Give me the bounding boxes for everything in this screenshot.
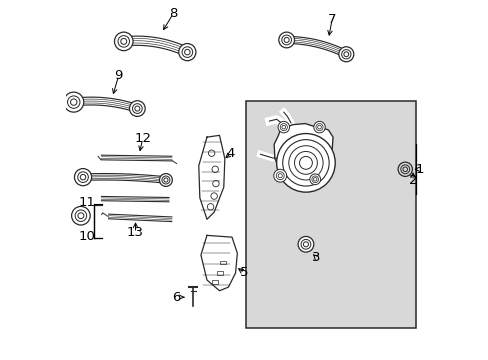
Circle shape — [338, 47, 353, 62]
Bar — [246, 102, 415, 328]
Bar — [220, 261, 225, 264]
Text: 7: 7 — [327, 13, 336, 27]
Circle shape — [63, 92, 83, 112]
Circle shape — [397, 162, 411, 176]
Bar — [212, 280, 218, 284]
Text: 3: 3 — [312, 251, 320, 264]
Circle shape — [278, 121, 289, 133]
Circle shape — [179, 44, 196, 61]
Text: 11: 11 — [78, 195, 95, 209]
Circle shape — [71, 206, 90, 225]
Circle shape — [273, 169, 286, 182]
Circle shape — [278, 32, 294, 48]
Circle shape — [114, 32, 133, 51]
Circle shape — [129, 101, 145, 116]
Text: 5: 5 — [240, 266, 248, 279]
Text: 13: 13 — [127, 226, 144, 239]
Circle shape — [313, 121, 325, 133]
Text: 1: 1 — [415, 163, 424, 176]
Text: 6: 6 — [172, 291, 181, 304]
Text: 4: 4 — [226, 147, 235, 160]
Polygon shape — [198, 135, 224, 219]
Text: 10: 10 — [78, 230, 95, 243]
Polygon shape — [274, 123, 332, 181]
Text: 12: 12 — [134, 132, 151, 145]
Circle shape — [159, 174, 172, 186]
Circle shape — [309, 174, 320, 185]
Text: 2: 2 — [408, 174, 416, 187]
Text: 8: 8 — [168, 8, 177, 21]
Polygon shape — [201, 235, 237, 291]
Text: 9: 9 — [114, 69, 122, 82]
Bar — [217, 271, 223, 275]
Circle shape — [276, 134, 335, 192]
Circle shape — [74, 168, 91, 186]
Circle shape — [298, 237, 313, 252]
